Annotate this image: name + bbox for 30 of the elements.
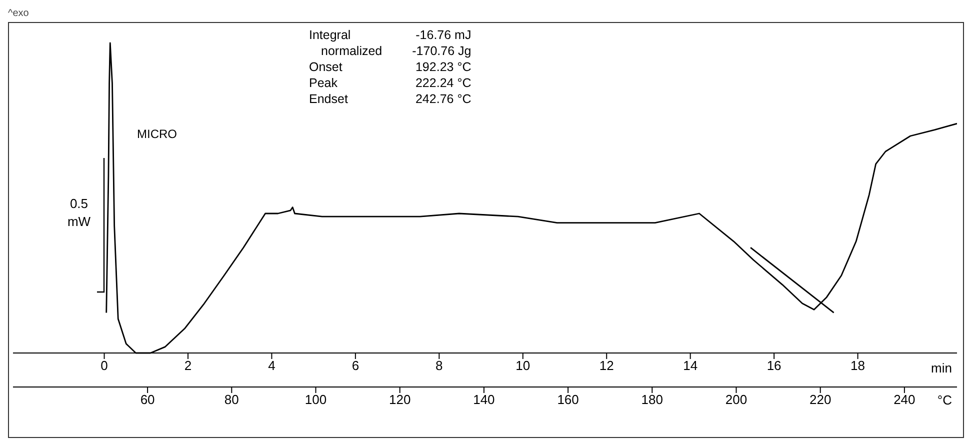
text: Peak 222.24 °C [309, 76, 472, 90]
x-tick-label: 220 [809, 392, 832, 408]
x-tick-label: 80 [224, 392, 239, 408]
x-tick-label: 140 [473, 392, 495, 408]
x2-tick-label: 2 [184, 358, 192, 374]
x2-tick-label: 10 [516, 358, 530, 374]
text: ^exo [8, 8, 29, 19]
annotation: 0.5 mW [66, 195, 92, 231]
x2-tick-label: 4 [268, 358, 276, 374]
x-tick-label: 160 [557, 392, 579, 408]
annotation: MICRO [137, 127, 177, 141]
x2-tick-label: 16 [766, 358, 782, 374]
x2-tick-label: 18 [850, 358, 866, 374]
x2-tick-label: 14 [683, 358, 698, 374]
x-tick-label: 120 [389, 392, 411, 408]
x-tick-label: 200 [725, 392, 748, 408]
x-tick-label: 240 [894, 392, 916, 408]
x-tick-label: 100 [304, 392, 327, 408]
x-axis-title: °C [937, 392, 952, 408]
text: Integral -16.76 mJ [309, 28, 472, 42]
x2-tick-label: 0 [100, 358, 108, 374]
x-tick-label: 180 [641, 392, 663, 408]
x-tick-label: 60 [140, 392, 155, 408]
text: Endset 242.76 °C [309, 92, 472, 106]
x2-tick-label: 6 [352, 358, 360, 374]
text: normalized -170.76 Jg [321, 44, 472, 58]
x2-tick-label: 12 [599, 358, 614, 374]
x2-axis-title: min [931, 360, 952, 376]
x2-tick-label: 8 [436, 358, 443, 374]
text: Onset 192.23 °C [309, 60, 472, 74]
